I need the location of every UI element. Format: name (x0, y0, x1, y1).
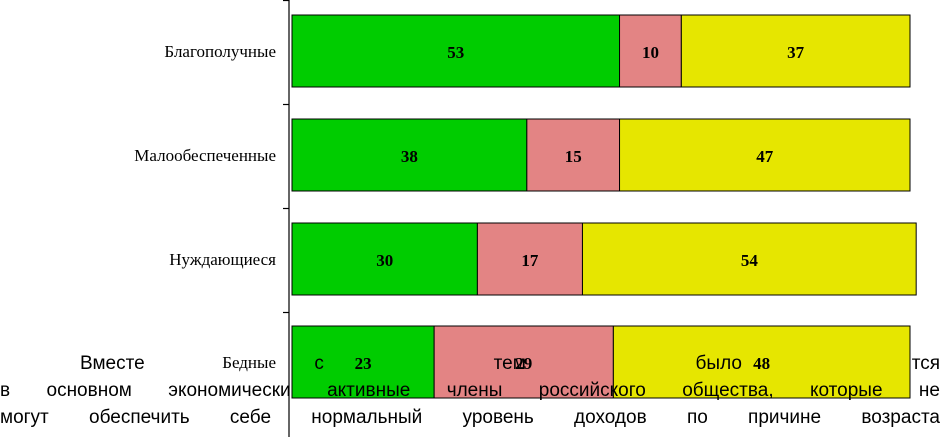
bar-segment (291, 14, 621, 88)
bar-segment (619, 118, 911, 192)
bar-segment (619, 14, 682, 88)
bar-segment (526, 118, 621, 192)
data-label: 37 (787, 43, 805, 62)
data-label: 30 (376, 251, 393, 270)
data-label: 53 (447, 43, 464, 62)
data-label: 17 (521, 251, 539, 270)
data-label: 23 (355, 354, 372, 373)
body-line-3: могут обеспечить себе нормальный уровень… (0, 407, 940, 428)
category-label: Благополучные (164, 42, 276, 61)
body-line-1-text: Вместе с тем было тся (80, 353, 940, 374)
body-paragraph: Вместе с тем было тся в основном экономи… (0, 350, 940, 431)
body-line-2: в основном экономически активные члены р… (0, 380, 940, 401)
data-label: 54 (741, 251, 759, 270)
bar-segment (581, 222, 917, 296)
bar-segment (612, 325, 911, 399)
chart-bars (291, 14, 917, 399)
category-label: Малообеспеченные (134, 146, 276, 165)
bar-segment (291, 222, 478, 296)
chart-axis (283, 0, 290, 437)
data-label: 48 (753, 354, 770, 373)
data-label: 38 (401, 147, 418, 166)
body-line-1: Вместе с тем было тся (0, 350, 940, 377)
bar-segment (433, 325, 614, 399)
bar-segment (291, 325, 435, 399)
data-label: 15 (565, 147, 582, 166)
bar-segment (291, 118, 528, 192)
data-label: 29 (515, 354, 532, 373)
category-label: Нуждающиеся (169, 250, 276, 269)
bar-segment (680, 14, 911, 88)
chart-labels: Благополучные 53 10 37 Малообеспеченные 38 15 4… (134, 42, 804, 373)
data-label: 10 (642, 43, 659, 62)
data-label: 47 (756, 147, 774, 166)
category-label: Бедные (222, 353, 276, 372)
